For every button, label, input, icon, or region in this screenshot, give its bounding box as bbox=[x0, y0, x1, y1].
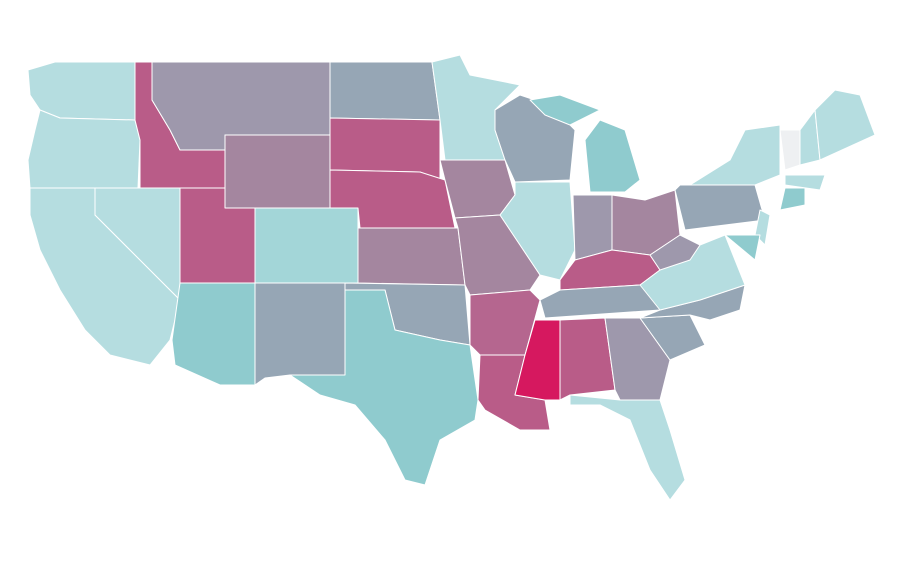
state-region bbox=[674, 184, 766, 231]
state-region bbox=[779, 187, 806, 211]
state-region bbox=[569, 394, 686, 501]
state-region bbox=[649, 234, 701, 271]
state-region bbox=[572, 194, 613, 261]
state-region bbox=[779, 129, 801, 171]
state-region bbox=[254, 282, 346, 386]
state-region bbox=[814, 89, 876, 161]
state-region bbox=[689, 124, 781, 186]
state-region bbox=[584, 119, 641, 193]
state-region bbox=[559, 317, 616, 401]
state-region bbox=[27, 109, 141, 189]
state-region bbox=[724, 234, 761, 261]
state-region bbox=[499, 181, 576, 281]
state-region bbox=[529, 94, 601, 126]
state-region bbox=[784, 174, 826, 191]
state-region bbox=[329, 61, 441, 121]
state-region bbox=[224, 134, 331, 209]
state-region bbox=[254, 207, 359, 284]
state-region bbox=[289, 289, 479, 486]
state-region bbox=[171, 282, 256, 386]
state-region bbox=[357, 227, 466, 286]
